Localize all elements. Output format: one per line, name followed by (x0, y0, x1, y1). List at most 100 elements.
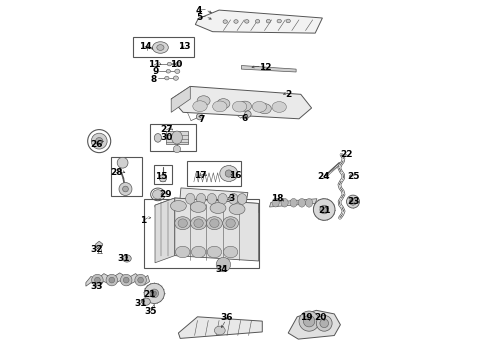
Ellipse shape (193, 101, 207, 112)
Ellipse shape (175, 217, 191, 230)
Ellipse shape (255, 19, 260, 23)
Text: 31: 31 (117, 254, 129, 263)
Text: 26: 26 (91, 140, 103, 149)
Text: 32: 32 (91, 245, 103, 253)
Ellipse shape (191, 217, 206, 230)
Polygon shape (166, 131, 188, 144)
Text: 29: 29 (159, 190, 171, 199)
Text: 24: 24 (317, 172, 330, 181)
Ellipse shape (173, 145, 180, 153)
Ellipse shape (210, 219, 219, 228)
Ellipse shape (192, 246, 206, 258)
Polygon shape (155, 198, 259, 213)
Text: 3: 3 (228, 194, 234, 203)
Ellipse shape (171, 201, 186, 211)
Ellipse shape (314, 199, 335, 220)
Text: 2: 2 (285, 90, 292, 99)
Text: 6: 6 (242, 114, 248, 123)
Polygon shape (242, 66, 296, 72)
Polygon shape (171, 86, 190, 112)
Ellipse shape (229, 194, 238, 204)
Ellipse shape (216, 257, 231, 272)
Ellipse shape (239, 101, 251, 111)
Ellipse shape (223, 20, 227, 23)
Text: 21: 21 (318, 206, 331, 215)
Text: 7: 7 (198, 115, 204, 124)
Ellipse shape (218, 193, 227, 204)
Polygon shape (196, 10, 322, 33)
Ellipse shape (92, 274, 103, 286)
Ellipse shape (223, 246, 238, 258)
Ellipse shape (225, 170, 232, 177)
Ellipse shape (123, 277, 129, 283)
Ellipse shape (159, 175, 167, 182)
Text: 8: 8 (150, 75, 156, 84)
Ellipse shape (95, 277, 100, 283)
Ellipse shape (173, 76, 178, 80)
Ellipse shape (197, 96, 210, 106)
Ellipse shape (232, 101, 247, 112)
Text: 13: 13 (177, 42, 190, 51)
Bar (111, 157, 142, 196)
Ellipse shape (175, 69, 180, 73)
Polygon shape (178, 317, 262, 338)
Text: 17: 17 (194, 171, 206, 180)
Ellipse shape (135, 274, 147, 286)
Text: 35: 35 (145, 307, 157, 316)
Ellipse shape (320, 319, 328, 328)
Ellipse shape (150, 289, 159, 298)
Ellipse shape (154, 134, 162, 142)
Text: 20: 20 (315, 313, 327, 322)
Text: 18: 18 (271, 194, 284, 203)
Ellipse shape (206, 217, 222, 230)
Ellipse shape (316, 315, 332, 331)
Ellipse shape (281, 198, 288, 207)
Ellipse shape (238, 194, 247, 204)
Ellipse shape (207, 246, 221, 258)
Text: 34: 34 (215, 266, 228, 274)
Text: 23: 23 (347, 197, 359, 206)
Ellipse shape (234, 20, 238, 23)
Ellipse shape (266, 19, 270, 23)
Ellipse shape (222, 217, 239, 230)
Polygon shape (270, 199, 317, 207)
Ellipse shape (217, 99, 230, 109)
Text: 12: 12 (259, 63, 271, 72)
Ellipse shape (196, 113, 203, 120)
Ellipse shape (175, 246, 190, 258)
Bar (144, 199, 259, 268)
Ellipse shape (272, 102, 286, 112)
Polygon shape (288, 310, 341, 339)
Ellipse shape (252, 102, 267, 112)
Ellipse shape (245, 111, 251, 117)
Text: 15: 15 (155, 172, 168, 181)
Text: 33: 33 (91, 282, 103, 291)
Ellipse shape (305, 198, 313, 207)
Polygon shape (96, 241, 103, 249)
Bar (133, 37, 194, 57)
Ellipse shape (272, 198, 279, 207)
Text: 36: 36 (220, 313, 233, 322)
Ellipse shape (106, 274, 118, 286)
Ellipse shape (245, 19, 249, 23)
Ellipse shape (186, 193, 195, 204)
Ellipse shape (349, 198, 357, 205)
Text: 25: 25 (347, 172, 359, 181)
Text: 10: 10 (170, 60, 182, 69)
Text: 27: 27 (160, 125, 173, 134)
Ellipse shape (142, 298, 150, 305)
Bar (149, 124, 196, 151)
Ellipse shape (320, 205, 328, 214)
Ellipse shape (213, 101, 227, 112)
Text: 16: 16 (229, 171, 241, 180)
Ellipse shape (303, 315, 315, 327)
Text: 31: 31 (134, 299, 147, 307)
Text: 21: 21 (144, 290, 156, 299)
Ellipse shape (178, 219, 187, 228)
Polygon shape (179, 188, 248, 209)
Ellipse shape (121, 274, 132, 286)
Text: 14: 14 (139, 42, 151, 51)
Ellipse shape (190, 202, 206, 212)
Ellipse shape (117, 157, 128, 168)
Text: 9: 9 (152, 68, 159, 77)
